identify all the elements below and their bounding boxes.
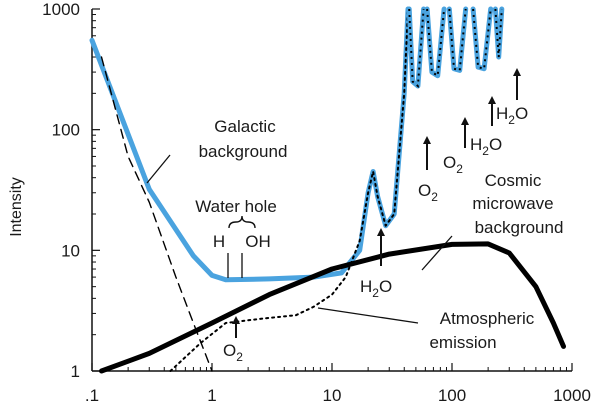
- cmb-label-line1: Cosmic: [485, 171, 542, 190]
- chart-axes: .1 1 10 100 1000 1 10 100 1000: [42, 0, 591, 405]
- absorption-band-dots-3: [448, 8, 467, 72]
- h2o-arrow-3-head: [513, 68, 521, 76]
- svg-text:O2: O2: [418, 181, 438, 204]
- absorption-band-dots-1: [408, 8, 425, 89]
- cmb-label-line2: microwave: [472, 194, 553, 213]
- y-tick-label: 100: [52, 121, 80, 140]
- o2-label-2: O2: [418, 181, 438, 204]
- svg-text:O2: O2: [223, 341, 243, 364]
- galactic-label-line2: background: [199, 142, 288, 161]
- x-tick-label: 1: [207, 386, 216, 405]
- o2-label-1: O2: [223, 341, 243, 364]
- svg-text:H2O: H2O: [470, 135, 502, 158]
- water-hole-label: Water hole: [195, 197, 277, 216]
- x-tick-label: 1000: [553, 386, 591, 405]
- absorption-band-dots-2: [426, 8, 446, 78]
- cmb-label-line3: background: [475, 218, 564, 237]
- o2-arrow-2-head: [423, 136, 431, 144]
- oh-label: OH: [245, 232, 271, 251]
- galactic-leader: [146, 154, 171, 184]
- galactic-background-dashed-curve: [100, 56, 213, 372]
- absorption-band-dots-5: [494, 8, 503, 58]
- atm-label-line1: Atmospheric: [440, 309, 535, 328]
- h-label: H: [213, 232, 225, 251]
- svg-text:O2: O2: [443, 153, 463, 176]
- svg-text:H2O: H2O: [496, 104, 528, 127]
- x-tick-label: 100: [438, 386, 466, 405]
- y-tick-label: 10: [61, 241, 80, 260]
- y-axis-label: Intensity: [8, 177, 25, 237]
- o2-arrow-1-head: [232, 316, 240, 324]
- cmb-leader: [421, 235, 453, 271]
- x-tick-label: .1: [85, 386, 99, 405]
- h2o-label-2: H2O: [470, 135, 502, 158]
- chart-annotations: Intensity Galactic background Water hole…: [8, 68, 563, 364]
- absorption-band-1: [406, 6, 427, 89]
- x-tick-label: 10: [323, 386, 342, 405]
- atm-leader: [317, 307, 419, 324]
- h2o-arrow-2-head: [488, 96, 496, 104]
- h2o-label-3: H2O: [496, 104, 528, 127]
- o2-arrow-3-head: [461, 117, 469, 125]
- y-tick-label: 1000: [42, 0, 80, 19]
- y-tick-label: 1: [71, 362, 80, 381]
- o2-label-3: O2: [443, 153, 463, 176]
- cosmic-microwave-background-curve: [99, 241, 566, 374]
- h2o-arrow-1-head: [377, 228, 385, 236]
- h2o-label-1: H2O: [360, 277, 392, 300]
- absorption-band-4: [470, 6, 494, 72]
- galactic-label-line1: Galactic: [214, 117, 276, 136]
- water-hole-brace: [228, 215, 256, 229]
- chart-curves: [89, 6, 566, 374]
- svg-text:H2O: H2O: [360, 277, 392, 300]
- atm-label-line2: emission: [429, 333, 496, 352]
- atmospheric-emission-curve: [169, 8, 409, 372]
- absorption-band-dots-4: [472, 8, 492, 70]
